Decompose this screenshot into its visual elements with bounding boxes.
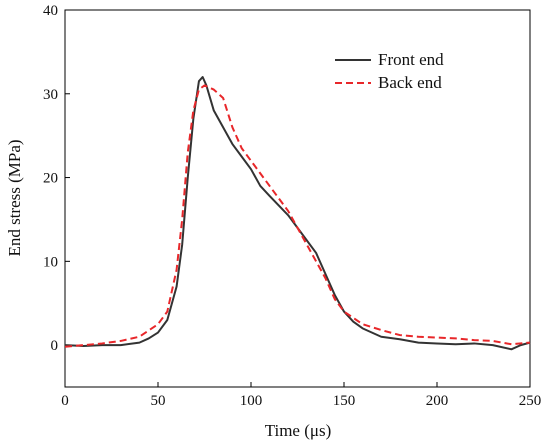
y-tick-label: 40 (43, 3, 58, 19)
series-line (64, 76, 531, 351)
y-tick-label: 0 (51, 338, 59, 354)
legend-label: Back end (378, 73, 442, 92)
x-tick-label: 150 (333, 393, 356, 409)
plot-frame (64, 9, 531, 388)
y-tick-label: 20 (43, 171, 58, 187)
x-tick-label: 100 (240, 393, 263, 409)
x-tick-label: 250 (519, 393, 542, 409)
y-tick-label: 30 (43, 87, 58, 103)
x-axis-label: Time (μs) (265, 421, 332, 440)
y-tick-label: 10 (43, 254, 58, 270)
x-tick-label: 200 (426, 393, 449, 409)
x-tick-label: 0 (61, 393, 69, 409)
legend-label: Front end (378, 50, 444, 69)
series-line (64, 84, 531, 348)
y-axis-label: End stress (MPa) (5, 139, 24, 256)
x-tick-label: 50 (151, 393, 166, 409)
